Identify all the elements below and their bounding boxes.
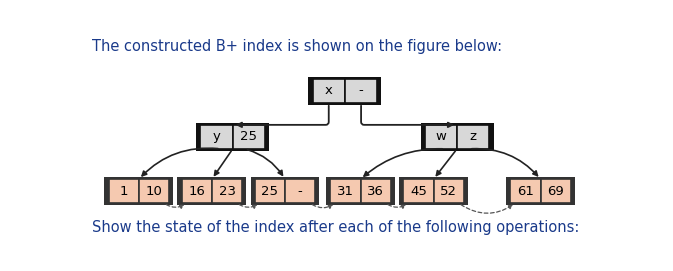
Bar xyxy=(104,178,174,205)
Text: -: - xyxy=(297,185,302,198)
Bar xyxy=(308,77,382,105)
Text: 1: 1 xyxy=(120,185,128,198)
Text: x: x xyxy=(325,85,332,98)
Bar xyxy=(510,179,540,203)
Text: 31: 31 xyxy=(337,185,354,198)
Bar xyxy=(506,178,575,205)
Text: y: y xyxy=(213,130,221,143)
Text: 23: 23 xyxy=(219,185,236,198)
Bar xyxy=(285,179,315,203)
Bar xyxy=(540,179,571,203)
Text: -: - xyxy=(359,85,363,98)
Text: z: z xyxy=(470,130,476,143)
Bar xyxy=(233,125,265,149)
Bar xyxy=(361,179,391,203)
Bar xyxy=(403,179,433,203)
Bar xyxy=(197,123,269,150)
Bar xyxy=(330,179,361,203)
Bar xyxy=(312,79,345,103)
Bar xyxy=(425,125,457,149)
Bar xyxy=(201,125,233,149)
Text: 16: 16 xyxy=(188,185,205,198)
Text: 61: 61 xyxy=(517,185,534,198)
Bar xyxy=(457,125,489,149)
Text: 25: 25 xyxy=(240,130,258,143)
Text: Show the state of the index after each of the following operations:: Show the state of the index after each o… xyxy=(92,220,579,235)
Bar xyxy=(345,79,378,103)
Text: The constructed B+ index is shown on the figure below:: The constructed B+ index is shown on the… xyxy=(92,39,502,54)
Text: 36: 36 xyxy=(367,185,384,198)
Bar xyxy=(250,178,320,205)
Bar xyxy=(182,179,212,203)
Bar xyxy=(421,123,493,150)
Text: 52: 52 xyxy=(440,185,457,198)
Text: 10: 10 xyxy=(145,185,162,198)
Bar xyxy=(139,179,169,203)
Bar xyxy=(212,179,242,203)
Text: 25: 25 xyxy=(261,185,279,198)
Text: w: w xyxy=(435,130,446,143)
Text: 69: 69 xyxy=(547,185,564,198)
Text: 45: 45 xyxy=(410,185,427,198)
Bar xyxy=(326,178,395,205)
Bar xyxy=(108,179,139,203)
Bar xyxy=(399,178,468,205)
Bar xyxy=(178,178,246,205)
Bar xyxy=(254,179,285,203)
Bar xyxy=(433,179,464,203)
